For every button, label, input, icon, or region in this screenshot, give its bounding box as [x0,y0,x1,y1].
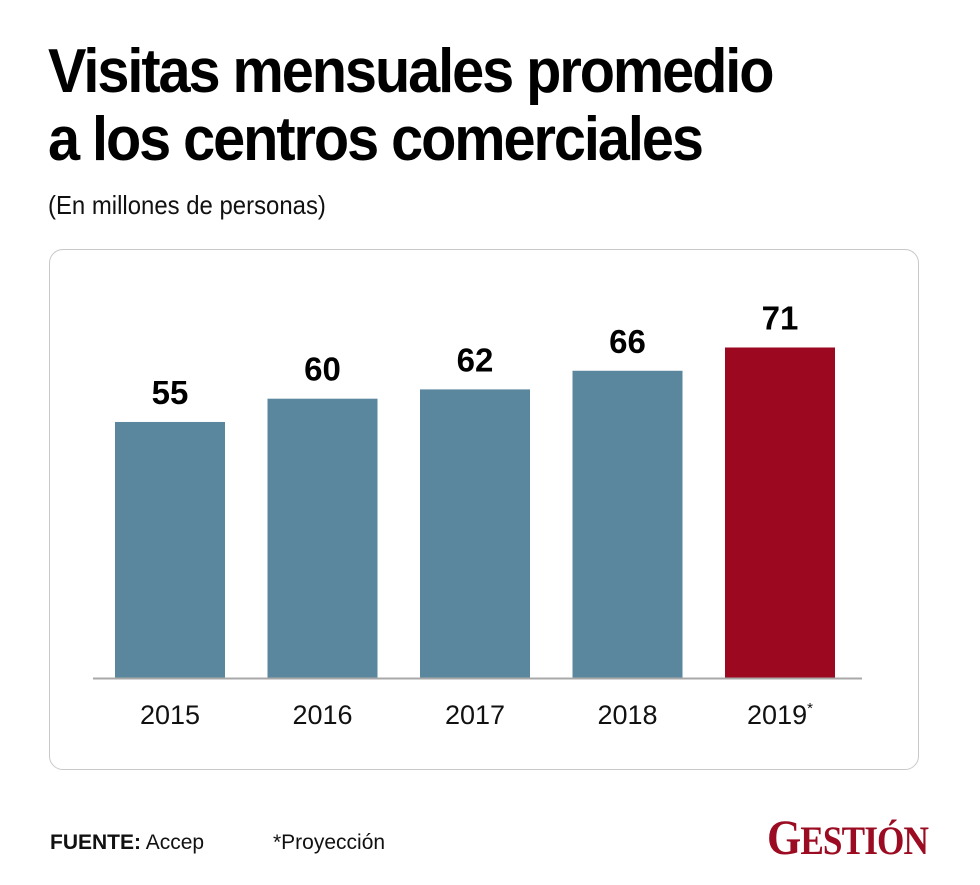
title-line-1: Visitas mensuales promedio [48,37,775,106]
data-label-2015: 55 [152,374,189,411]
x-tick-label-2015: 2015 [140,700,200,730]
projection-note: *Proyección [273,831,386,854]
chart-subtitle: (En millones de personas) [48,190,326,220]
gestion-logo: GESTIÓN [766,808,929,866]
bar-2016 [267,398,378,678]
x-tick-label-2019: 2019* [747,700,813,730]
logo-rest: ESTIÓN [800,818,929,863]
data-label-2017: 62 [457,341,494,378]
logo-initial: G [766,809,801,865]
data-label-2019: 71 [762,299,799,336]
source-credit: FUENTE: Accep [50,831,204,855]
bar-2018 [572,370,683,678]
title-line-2: a los centros comerciales [48,105,704,174]
bar-2015 [115,421,225,678]
source-value: Accep [145,831,205,854]
x-tick-label-2017: 2017 [445,700,505,730]
bar-2017 [420,389,530,678]
bar-2019 [725,347,835,678]
data-label-2016: 60 [304,351,341,388]
chart-title: Visitas mensuales promedio a los centros… [48,37,775,174]
source-label: FUENTE: [50,831,141,854]
x-tick-label-2016: 2016 [292,700,352,730]
x-tick-label-2018: 2018 [597,700,657,730]
data-label-2018: 66 [609,323,646,360]
projection-asterisk: * [807,700,813,717]
